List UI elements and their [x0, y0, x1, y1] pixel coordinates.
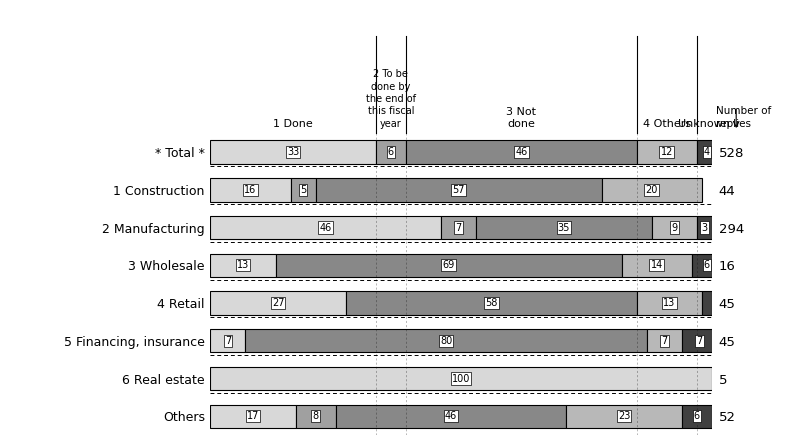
Text: 46: 46 — [445, 411, 457, 421]
Bar — [697, 140, 717, 164]
Bar — [652, 216, 697, 239]
Text: 12: 12 — [661, 147, 673, 157]
Text: 69: 69 — [443, 260, 455, 270]
Text: 58: 58 — [485, 298, 498, 308]
Bar — [477, 216, 652, 239]
Text: 35: 35 — [557, 222, 570, 233]
Bar — [692, 254, 722, 277]
Text: 100: 100 — [452, 373, 470, 384]
Text: 6: 6 — [694, 411, 700, 421]
Text: 4 Others: 4 Others — [642, 119, 691, 129]
Bar — [210, 254, 276, 277]
Bar — [336, 404, 566, 428]
Bar — [621, 254, 692, 277]
Bar — [697, 216, 712, 239]
Bar — [210, 329, 245, 353]
Text: 33: 33 — [287, 147, 299, 157]
Bar — [210, 140, 376, 164]
Text: 8: 8 — [312, 411, 319, 421]
Text: 23: 23 — [618, 411, 630, 421]
Text: 27: 27 — [272, 298, 284, 308]
Text: 46: 46 — [515, 147, 527, 157]
Bar — [646, 329, 682, 353]
Text: 7: 7 — [225, 336, 231, 346]
Text: 5: 5 — [300, 185, 307, 195]
Text: 1 Done: 1 Done — [273, 119, 313, 129]
Text: Unknown: Unknown — [679, 119, 731, 129]
Text: 14: 14 — [650, 260, 663, 270]
Bar — [210, 367, 712, 390]
Bar — [637, 291, 702, 315]
Bar — [295, 404, 336, 428]
Text: 4: 4 — [704, 147, 710, 157]
Text: 3: 3 — [701, 222, 707, 233]
Text: 13: 13 — [237, 260, 249, 270]
Bar — [682, 404, 712, 428]
Bar — [210, 291, 345, 315]
Text: 2 To be
done by
the end of
this fiscal
year: 2 To be done by the end of this fiscal y… — [366, 69, 416, 129]
Text: 9: 9 — [671, 222, 677, 233]
Text: 7: 7 — [697, 336, 702, 346]
Text: 57: 57 — [452, 185, 465, 195]
Bar — [316, 178, 602, 202]
Text: 6: 6 — [388, 147, 394, 157]
Bar — [566, 404, 682, 428]
Text: 80: 80 — [440, 336, 452, 346]
Bar — [441, 216, 477, 239]
Bar — [245, 329, 646, 353]
Text: 7: 7 — [455, 222, 462, 233]
Bar — [682, 329, 717, 353]
Text: 17: 17 — [247, 411, 259, 421]
Text: 20: 20 — [646, 185, 658, 195]
Bar — [210, 404, 295, 428]
Bar — [210, 178, 290, 202]
Bar — [406, 140, 637, 164]
Text: 6: 6 — [704, 260, 710, 270]
Bar — [276, 254, 621, 277]
Text: 3 Not
done: 3 Not done — [506, 107, 536, 129]
Text: 16: 16 — [244, 185, 256, 195]
Bar — [290, 178, 316, 202]
Text: 13: 13 — [663, 298, 676, 308]
Bar — [210, 216, 441, 239]
Bar — [376, 140, 406, 164]
Text: 46: 46 — [320, 222, 332, 233]
Bar — [602, 178, 702, 202]
Bar — [702, 291, 712, 315]
Bar — [637, 140, 697, 164]
Bar — [345, 291, 637, 315]
Text: 7: 7 — [661, 336, 667, 346]
Text: Number of
replies: Number of replies — [716, 107, 771, 129]
